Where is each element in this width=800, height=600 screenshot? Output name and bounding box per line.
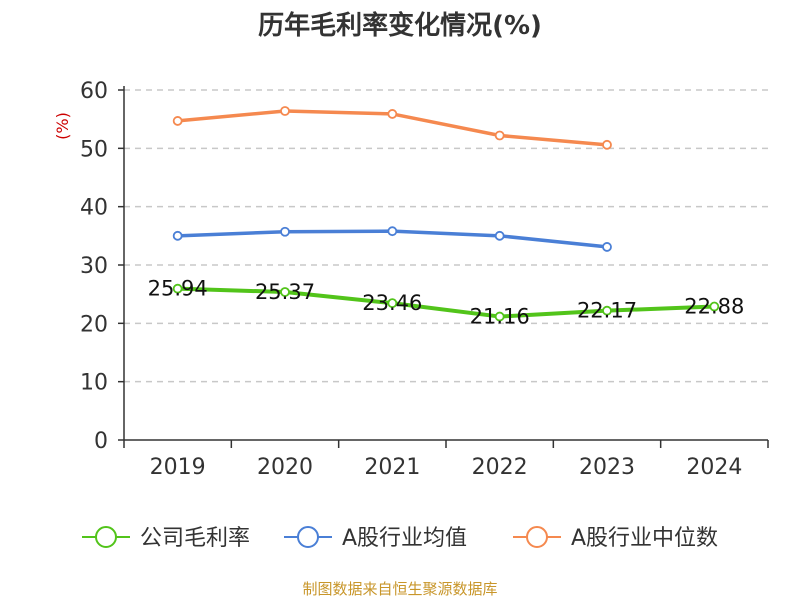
legend-swatch-marker	[95, 526, 117, 548]
x-tick-label: 2020	[257, 455, 313, 480]
series-point	[172, 116, 183, 126]
grid-lines	[124, 89, 768, 383]
series-point	[602, 139, 612, 150]
data-label: 25.94	[148, 277, 208, 301]
data-label: 22.88	[684, 295, 744, 319]
legend-label: A股行业中位数	[571, 526, 718, 551]
y-tick-label: 10	[80, 371, 108, 396]
chart-title: 历年毛利率变化情况(%)	[258, 10, 542, 41]
y-tick-label: 50	[80, 137, 108, 162]
data-label: 21.16	[470, 305, 530, 329]
data-label: 25.37	[255, 280, 315, 304]
series-line	[175, 286, 717, 319]
series-point	[172, 230, 183, 241]
y-tick-label: 40	[80, 196, 108, 221]
y-tick-label: 20	[80, 312, 108, 337]
series-point	[709, 301, 720, 312]
series-layer	[172, 106, 720, 322]
x-tick-label: 2021	[364, 455, 420, 480]
y-tick-label: 60	[80, 79, 108, 104]
x-tick-label: 2019	[150, 455, 206, 480]
data-label: 23.46	[362, 291, 422, 315]
axes: 0 10 20 30 40 50 60 2019 2020 2021 2022 2023 2024	[80, 79, 769, 480]
series-point	[494, 230, 505, 241]
series-point	[387, 226, 398, 237]
series-point	[280, 226, 290, 237]
y-tick-label: 30	[80, 254, 108, 279]
series-point	[602, 242, 612, 252]
x-tick-label: 2024	[686, 455, 742, 480]
series-point	[494, 130, 505, 141]
data-labels: 25.94 25.37 23.46 21.16 22.17 22.88	[148, 277, 745, 329]
series-point	[602, 305, 612, 316]
series-point	[387, 109, 398, 119]
x-tick-label: 2022	[472, 455, 528, 480]
series-point	[280, 287, 290, 297]
legend-label: A股行业均值	[342, 526, 467, 551]
series-point	[172, 283, 183, 294]
y-axis-unit-label: (%)	[53, 112, 72, 140]
legend-label: 公司毛利率	[140, 526, 250, 551]
series-point	[280, 106, 290, 116]
series-point	[387, 298, 398, 309]
legend-swatch-marker	[526, 526, 548, 548]
y-tick-label: 0	[94, 429, 108, 454]
x-tick-label: 2023	[579, 455, 635, 480]
legend-swatch-marker	[297, 526, 319, 548]
data-label: 22.17	[577, 299, 637, 323]
legend: 公司毛利率 A股行业均值 A股行业中位数	[82, 526, 718, 551]
series-point	[494, 311, 505, 322]
source-note: 制图数据来自恒生聚源数据库	[302, 580, 497, 598]
